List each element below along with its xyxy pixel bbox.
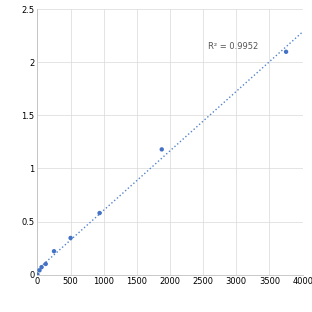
Point (68, 236, 73, 241)
Point (284, 49, 289, 54)
Point (97, 211, 102, 216)
Text: R² = 0.9952: R² = 0.9952 (208, 41, 259, 51)
Point (35, 272, 40, 277)
Point (37, 268, 42, 273)
Point (43, 261, 48, 266)
Point (39, 265, 44, 270)
Point (159, 147, 164, 152)
Point (51, 249, 56, 254)
